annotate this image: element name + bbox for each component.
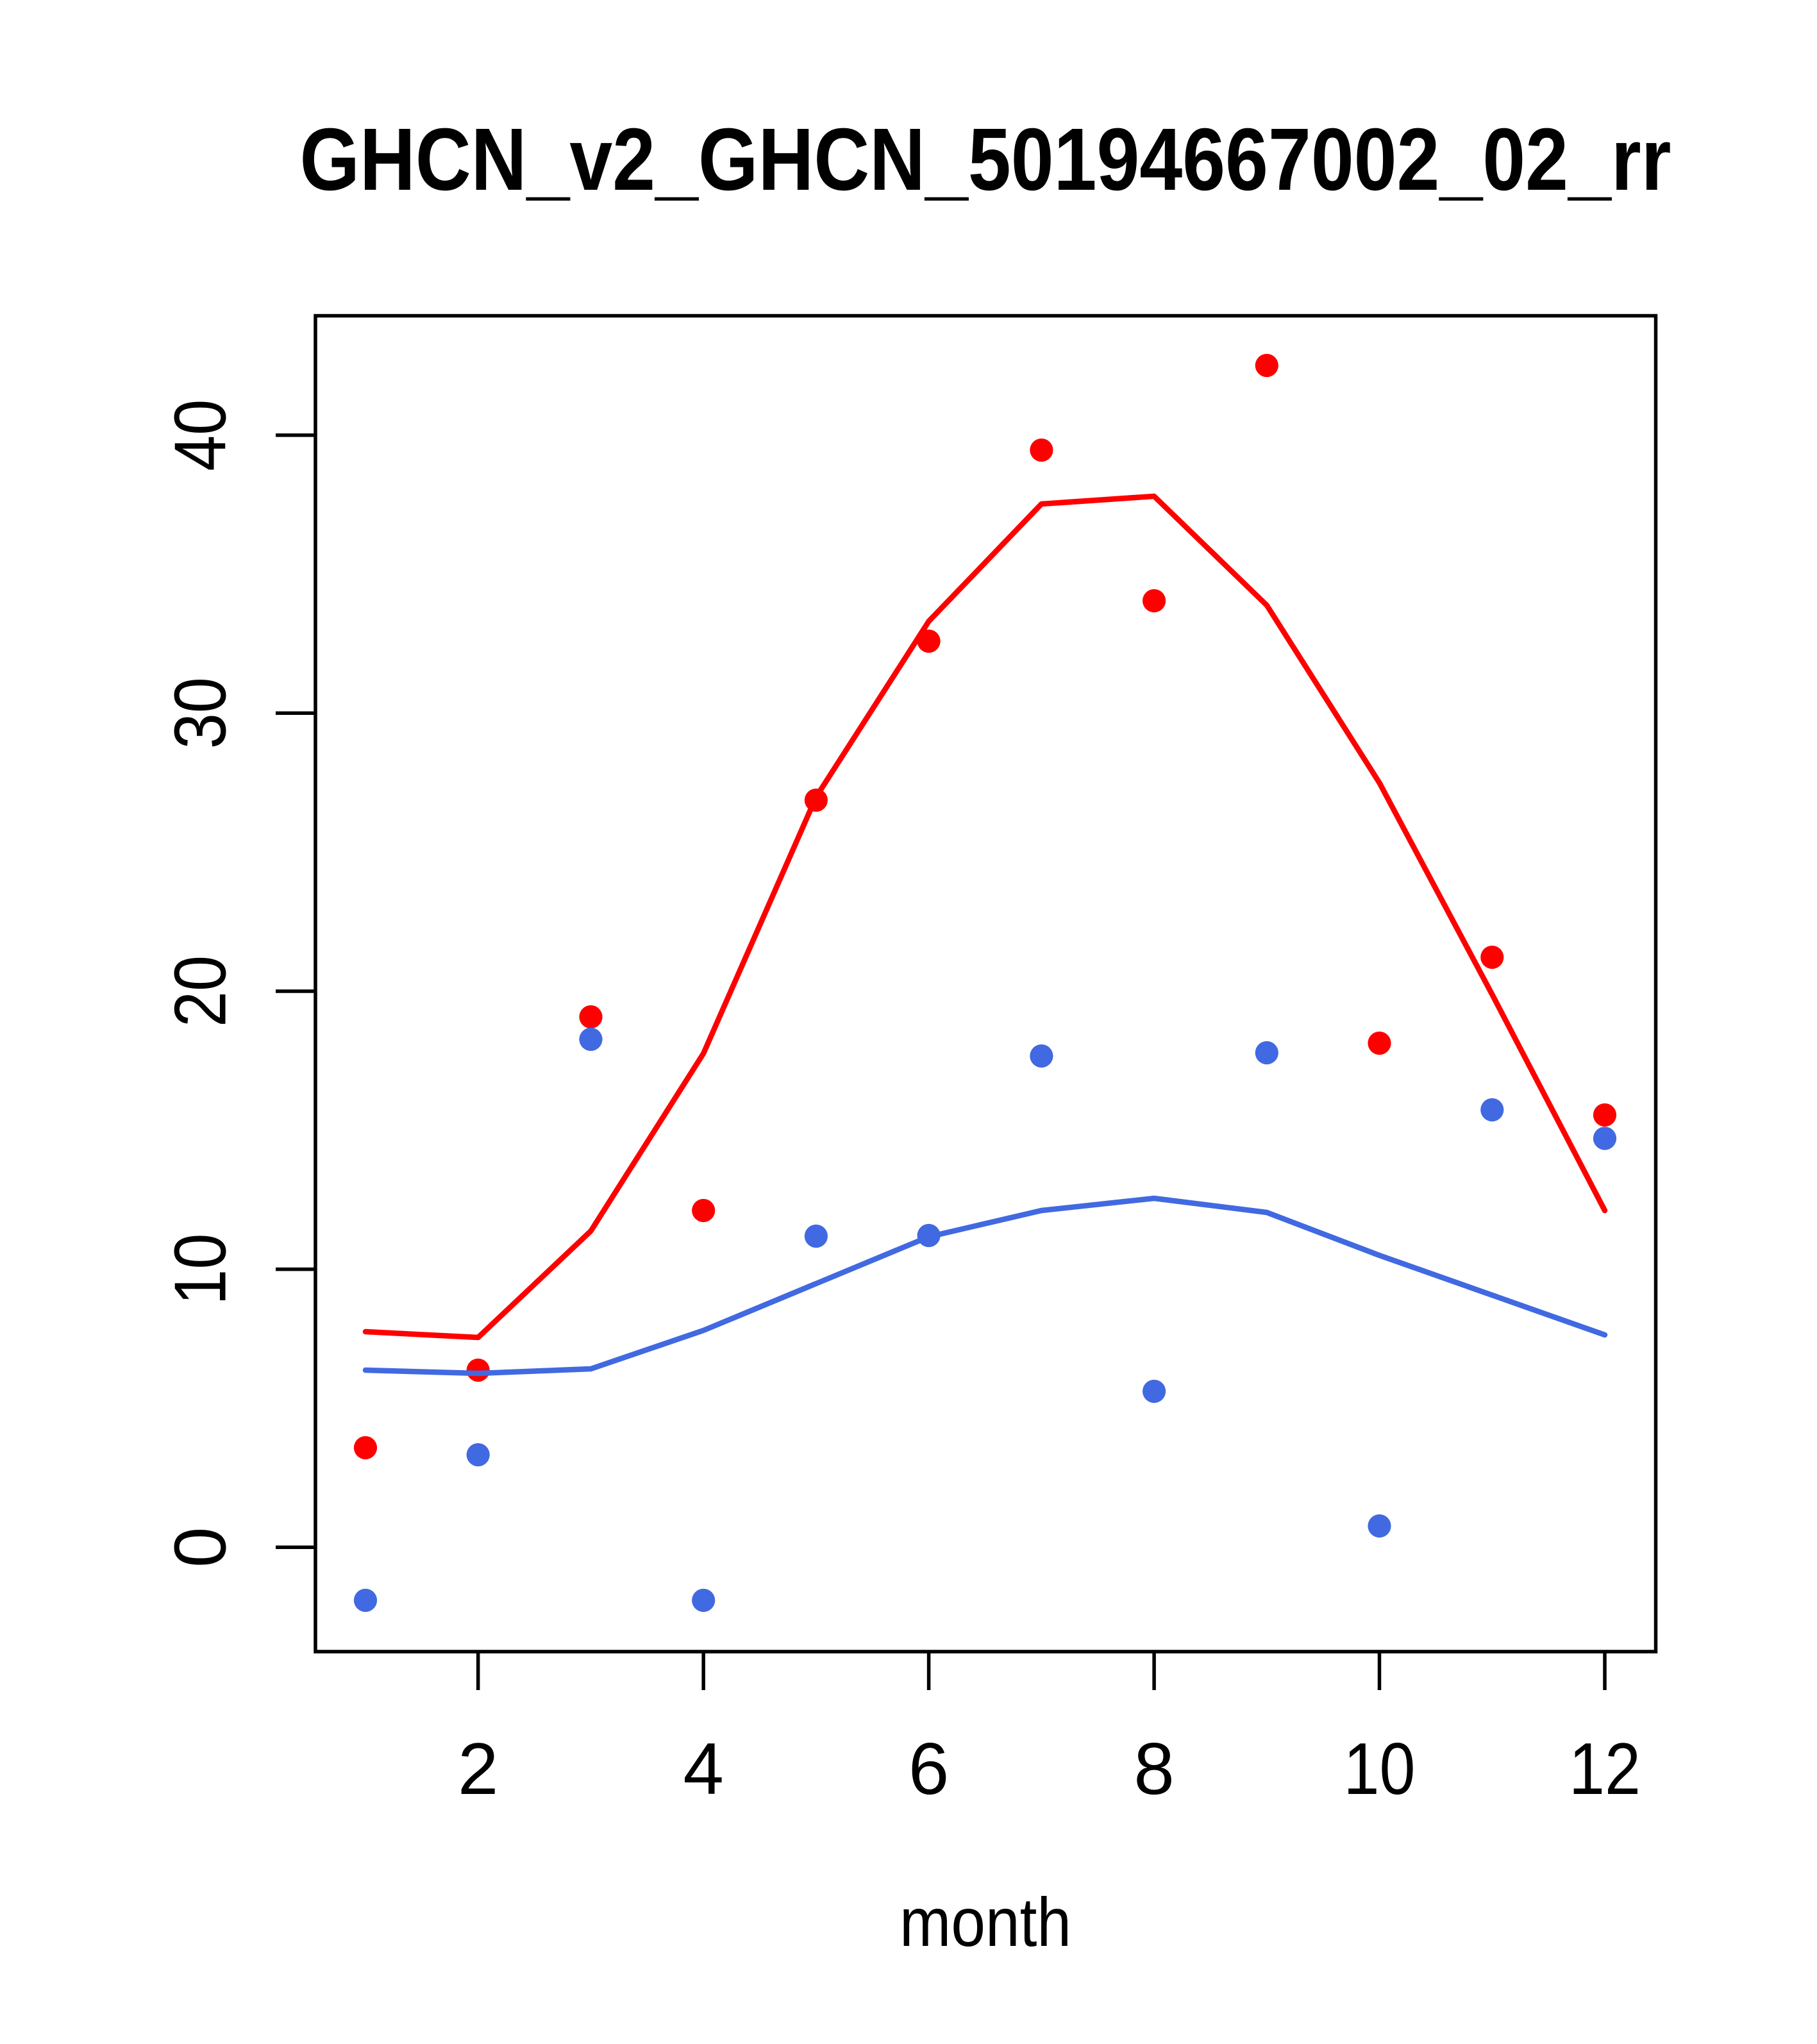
svg-text:20: 20 [160, 955, 242, 1027]
svg-text:10: 10 [160, 1234, 242, 1305]
svg-text:30: 30 [160, 677, 242, 749]
svg-text:GHCN_v2_GHCN_50194667002_02_rr: GHCN_v2_GHCN_50194667002_02_rr [300, 110, 1671, 209]
svg-text:4: 4 [683, 1729, 723, 1810]
svg-text:40: 40 [160, 399, 242, 471]
svg-text:0: 0 [160, 1527, 242, 1568]
svg-text:2: 2 [458, 1729, 498, 1810]
svg-text:month: month [900, 1883, 1071, 1961]
svg-text:10: 10 [1344, 1729, 1416, 1810]
svg-text:8: 8 [1134, 1729, 1174, 1810]
svg-text:12: 12 [1569, 1729, 1641, 1810]
svg-text:6: 6 [908, 1729, 949, 1810]
